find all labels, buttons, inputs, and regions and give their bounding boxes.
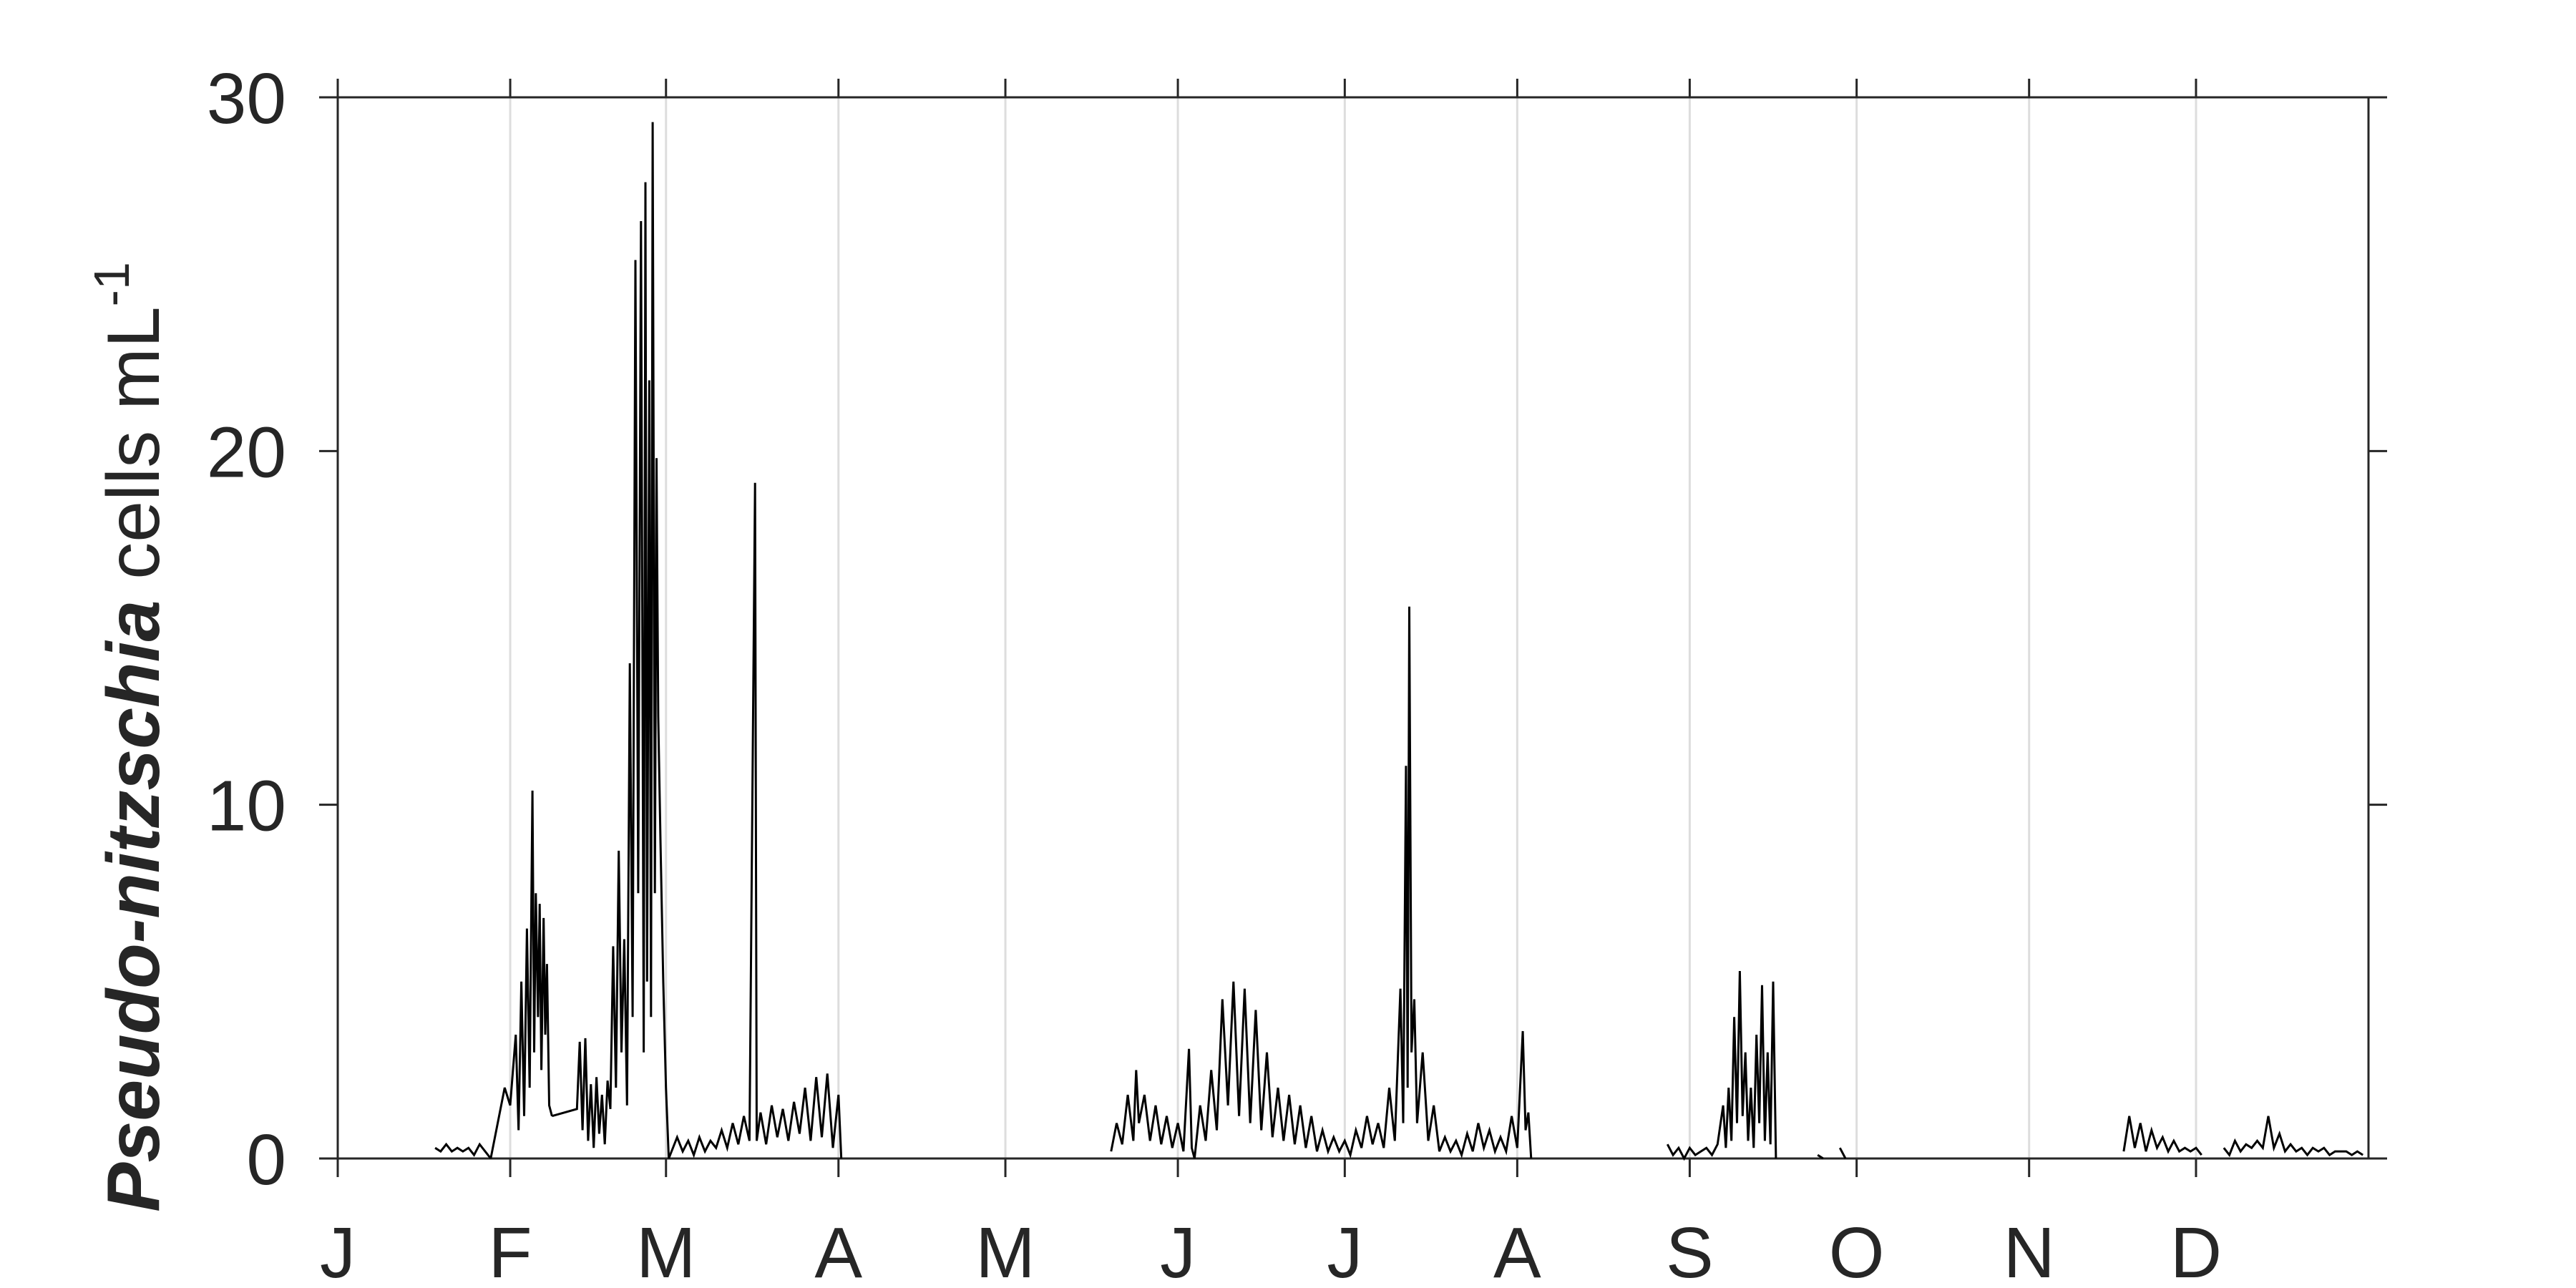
x-tick-label: A xyxy=(1493,1213,1541,1288)
x-tick-label: S xyxy=(1666,1213,1714,1288)
x-tick-label: J xyxy=(1160,1213,1196,1288)
x-tick-label: J xyxy=(1327,1213,1362,1288)
x-tick-label: N xyxy=(2004,1213,2055,1288)
x-tick-label: D xyxy=(2170,1213,2222,1288)
series-line-segment xyxy=(1110,1048,1196,1159)
y-axis-label-genus: Pseudo-nitzschia xyxy=(92,600,175,1212)
y-tick-label: 30 xyxy=(207,59,286,139)
series-line-segment xyxy=(668,482,843,1159)
series-line-segment xyxy=(434,1142,492,1159)
plot-area-border xyxy=(336,96,2370,1160)
series-line-segment xyxy=(1666,970,1777,1161)
y-axis-label-units: cells mL xyxy=(92,306,175,600)
series-line-segment xyxy=(2122,1116,2202,1156)
x-tick-label: F xyxy=(488,1213,532,1288)
series-line-segment xyxy=(2223,1116,2364,1158)
y-tick-label: 0 xyxy=(246,1120,286,1200)
y-tick-labels: 0 10 20 30 xyxy=(207,59,286,1200)
x-grid-lines xyxy=(509,97,2197,1158)
y-axis-label: Pseudo-nitzschia cells mL-1 xyxy=(84,262,175,1212)
x-tick-label: O xyxy=(1829,1213,1885,1288)
series-line-segment xyxy=(1817,1153,1824,1160)
x-tick-label: J xyxy=(320,1213,356,1288)
y-axis-label-exponent: -1 xyxy=(84,262,140,306)
series-line-segment xyxy=(551,122,670,1159)
x-tick-label: M xyxy=(636,1213,696,1288)
y-tick-label: 20 xyxy=(207,412,286,492)
y-tick-label: 10 xyxy=(207,766,286,847)
series-line-segment xyxy=(1193,606,1533,1159)
series-pseudo-nitzschia xyxy=(434,122,2364,1161)
tick-marks xyxy=(319,79,2387,1177)
x-tick-label: A xyxy=(814,1213,862,1288)
series-line-segment xyxy=(1838,1147,1847,1159)
x-tick-label: M xyxy=(975,1213,1035,1288)
series-line-segment xyxy=(489,790,553,1159)
